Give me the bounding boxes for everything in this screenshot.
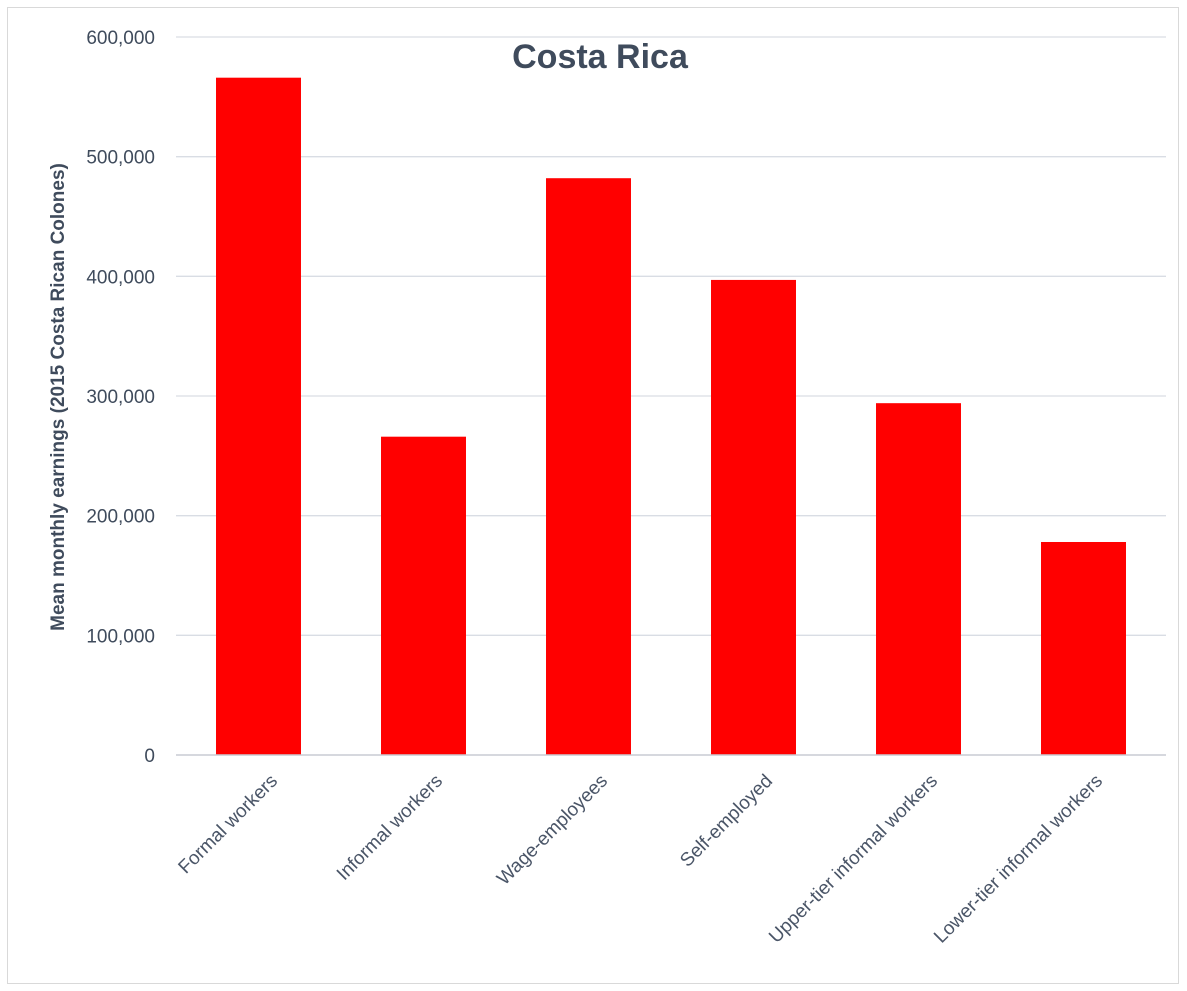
category-label: Self-employed — [676, 771, 777, 872]
y-tick-label: 400,000 — [86, 267, 155, 288]
y-tick-label: 200,000 — [86, 507, 155, 528]
category-label: Formal workers — [175, 771, 282, 878]
category-label: Upper-tier informal workers — [765, 771, 942, 948]
y-tick-label: 600,000 — [86, 28, 155, 49]
y-tick-label: 300,000 — [86, 387, 155, 408]
y-tick-label: 500,000 — [86, 148, 155, 169]
bar — [876, 403, 961, 755]
y-tick-label: 100,000 — [86, 626, 155, 647]
chart-title: Costa Rica — [512, 38, 689, 76]
y-tick-label: 0 — [144, 746, 155, 767]
y-axis-label: Mean monthly earnings (2015 Costa Rican … — [48, 163, 69, 631]
category-label: Informal workers — [333, 771, 447, 885]
bar — [216, 77, 301, 756]
category-label: Lower-tier informal workers — [930, 771, 1107, 948]
bar — [381, 436, 466, 755]
category-label: Wage-employees — [493, 771, 612, 890]
bar — [711, 279, 796, 755]
bar — [1041, 541, 1126, 755]
bar — [546, 178, 631, 755]
